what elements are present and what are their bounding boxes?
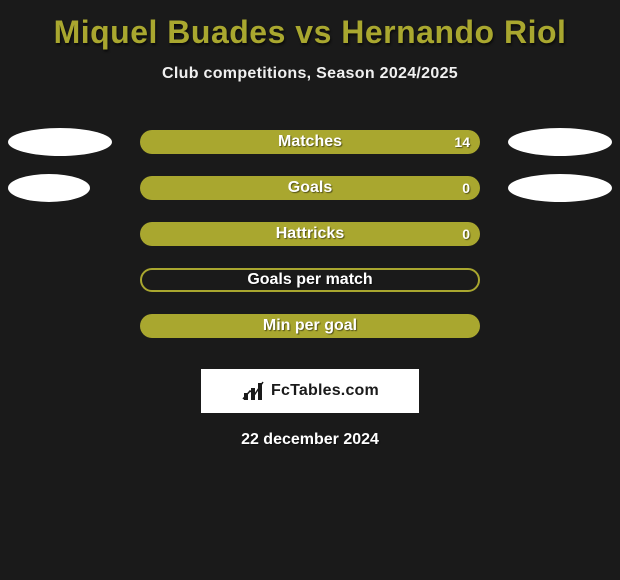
stat-bar: Hattricks 0: [140, 222, 480, 246]
stat-label: Hattricks: [276, 225, 344, 243]
stat-label: Goals: [288, 179, 332, 197]
bar-chart-icon: [241, 379, 265, 403]
stat-label: Min per goal: [263, 317, 357, 335]
player-right-oval: [508, 128, 612, 156]
date-text: 22 december 2024: [0, 431, 620, 449]
stat-bar: Min per goal: [140, 314, 480, 338]
player-right-oval: [508, 174, 612, 202]
comparison-infographic: Miquel Buades vs Hernando Riol Club comp…: [0, 0, 620, 449]
logo-box: FcTables.com: [201, 369, 419, 413]
page-title: Miquel Buades vs Hernando Riol: [0, 0, 620, 51]
player-left-oval: [8, 128, 112, 156]
stat-row-matches: Matches 14: [0, 119, 620, 165]
player-left-oval: [8, 174, 90, 202]
logo-text: FcTables.com: [271, 382, 379, 400]
stat-row-min-per-goal: Min per goal: [0, 303, 620, 349]
stat-label: Goals per match: [247, 271, 372, 289]
stat-row-goals: Goals 0: [0, 165, 620, 211]
stat-row-goals-per-match: Goals per match: [0, 257, 620, 303]
stat-label: Matches: [278, 133, 342, 151]
stat-value: 0: [462, 226, 470, 242]
subtitle: Club competitions, Season 2024/2025: [0, 65, 620, 83]
stats-list: Matches 14 Goals 0 Hattricks 0 Goals per…: [0, 119, 620, 349]
stat-value: 0: [462, 180, 470, 196]
stat-value: 14: [454, 134, 470, 150]
stat-row-hattricks: Hattricks 0: [0, 211, 620, 257]
stat-bar: Matches 14: [140, 130, 480, 154]
stat-bar: Goals per match: [140, 268, 480, 292]
stat-bar: Goals 0: [140, 176, 480, 200]
